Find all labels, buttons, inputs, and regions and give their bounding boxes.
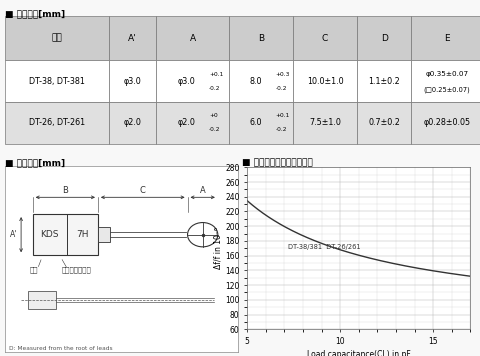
Bar [156, 16, 229, 61]
Bar [411, 61, 480, 102]
Text: A': A' [128, 34, 137, 43]
Bar [229, 61, 293, 102]
Text: D: D [381, 34, 388, 43]
Text: φ0.35±0.07: φ0.35±0.07 [425, 71, 468, 77]
Text: A': A' [10, 230, 18, 239]
Bar [5, 102, 109, 144]
Text: ■ 外形尺法[mm]: ■ 外形尺法[mm] [5, 9, 65, 18]
Text: +0.1: +0.1 [209, 72, 223, 77]
Text: D: Measured from the root of leads: D: Measured from the root of leads [10, 346, 113, 351]
Text: -0.2: -0.2 [276, 86, 287, 91]
Text: +0.1: +0.1 [276, 114, 289, 119]
Text: 0.7±0.2: 0.7±0.2 [368, 119, 400, 127]
Text: φ3.0: φ3.0 [178, 77, 196, 86]
Text: ■ 外形尺法[mm]: ■ 外形尺法[mm] [5, 158, 65, 167]
Text: 型名: 型名 [51, 34, 62, 43]
Bar [33, 214, 98, 255]
Text: 社名: 社名 [30, 266, 38, 273]
Text: 7H: 7H [76, 230, 88, 239]
Text: DT-26, DT-261: DT-26, DT-261 [29, 119, 85, 127]
Text: +0: +0 [209, 114, 217, 119]
Text: KDS: KDS [40, 230, 58, 239]
Text: 8.0: 8.0 [250, 77, 263, 86]
Text: 6.0: 6.0 [250, 119, 263, 127]
Bar [411, 102, 480, 144]
Bar [293, 16, 357, 61]
Y-axis label: Δf/f in 10⁻⁶: Δf/f in 10⁻⁶ [213, 227, 222, 269]
Text: DT-38, DT-381: DT-38, DT-381 [29, 77, 85, 86]
Text: φ2.0: φ2.0 [178, 119, 196, 127]
Text: +0.3: +0.3 [276, 72, 290, 77]
Text: 10.0±1.0: 10.0±1.0 [307, 77, 343, 86]
Text: C: C [140, 186, 145, 195]
Text: E: E [444, 34, 450, 43]
Bar [293, 61, 357, 102]
Circle shape [188, 222, 218, 247]
Bar [109, 102, 156, 144]
Text: φ3.0: φ3.0 [123, 77, 141, 86]
Text: DT-38/381  DT-26/261: DT-38/381 DT-26/261 [288, 244, 360, 250]
Text: A: A [200, 186, 205, 195]
Text: -0.2: -0.2 [276, 127, 287, 132]
Text: -0.2: -0.2 [209, 127, 220, 132]
Bar [109, 16, 156, 61]
Text: A: A [190, 34, 196, 43]
Bar [5, 16, 109, 61]
Bar [28, 291, 56, 309]
Text: 1.1±0.2: 1.1±0.2 [368, 77, 400, 86]
Text: C: C [322, 34, 328, 43]
Text: φ2.0: φ2.0 [123, 119, 142, 127]
Text: B: B [258, 34, 264, 43]
Bar [156, 102, 229, 144]
Bar [156, 61, 229, 102]
Text: B: B [62, 186, 68, 195]
Bar [357, 16, 411, 61]
Bar [357, 61, 411, 102]
Bar [293, 102, 357, 144]
Bar [411, 16, 480, 61]
Bar [98, 227, 109, 242]
Text: 7.5±1.0: 7.5±1.0 [309, 119, 341, 127]
Text: φ0.28±0.05: φ0.28±0.05 [423, 119, 470, 127]
Text: ■ 負荷容量特性（代表例）: ■ 負荷容量特性（代表例） [242, 158, 313, 167]
Text: -0.2: -0.2 [209, 86, 220, 91]
Bar [5, 61, 109, 102]
Text: (□0.25±0.07): (□0.25±0.07) [423, 87, 470, 93]
Bar [229, 102, 293, 144]
Bar [357, 102, 411, 144]
Text: 製造ロット番号: 製造ロット番号 [62, 266, 92, 273]
Bar [109, 61, 156, 102]
X-axis label: Load capacitance(CL) in pF: Load capacitance(CL) in pF [307, 350, 411, 356]
Bar [229, 16, 293, 61]
